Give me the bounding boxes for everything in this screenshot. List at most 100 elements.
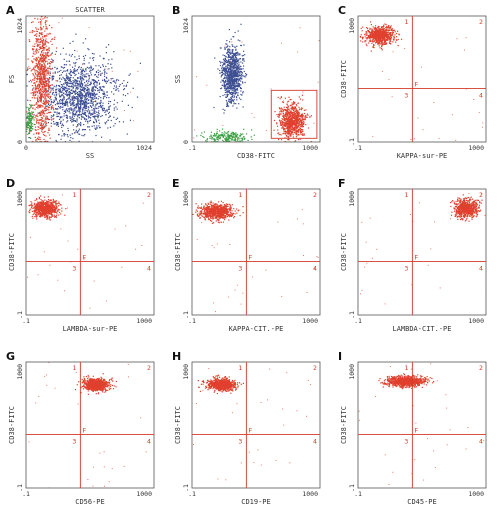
x-tick-max: 1024 — [136, 144, 152, 152]
y-axis-label: CD38-FITC — [8, 406, 16, 444]
quadrant-label: 1 — [238, 191, 242, 199]
data-points — [193, 368, 311, 480]
data-points — [360, 193, 487, 305]
cluster-red — [378, 373, 434, 389]
y-axis-label: CD38-FITC — [340, 406, 348, 444]
quadrant-label: 4 — [313, 437, 317, 445]
cluster-red — [189, 201, 244, 224]
cluster-red — [75, 373, 117, 395]
quadrant-label: 4 — [147, 264, 151, 272]
data-points — [27, 194, 155, 308]
quadrant-label: 1 — [404, 191, 408, 199]
panel-letter: G — [6, 350, 15, 363]
panel-letter: H — [172, 350, 181, 363]
plot-frame — [192, 189, 320, 315]
gate-label: F — [82, 253, 86, 261]
x-axis-label: KAPPA-sur-PE — [397, 152, 448, 160]
y-tick-max: 1000 — [348, 364, 356, 380]
x-tick-max: 1000 — [468, 490, 484, 498]
quadrant-label: 3 — [238, 264, 242, 272]
y-tick-min: .1 — [348, 311, 356, 319]
quadrant-label: 1 — [238, 364, 242, 372]
gate-label: F — [248, 426, 252, 434]
x-tick-max: 1000 — [302, 144, 318, 152]
y-tick-max: 1024 — [16, 18, 24, 34]
gate-label: F — [414, 253, 418, 261]
y-tick-min: .1 — [16, 484, 24, 492]
y-tick-max: 1000 — [16, 364, 24, 380]
gate-label: F — [248, 253, 252, 261]
x-axis-label: KAPPA-CIT.-PE — [229, 325, 284, 333]
background-events — [193, 368, 311, 480]
gate-label: F — [414, 426, 418, 434]
quadrant-label: 2 — [313, 364, 317, 372]
y-tick-max: 1000 — [16, 191, 24, 207]
quadrant-label: 4 — [479, 264, 483, 272]
y-tick-max: 1000 — [348, 18, 356, 34]
x-tick-max: 1000 — [302, 490, 318, 498]
quadrant-label: 3 — [404, 91, 408, 99]
panel-letter: D — [6, 177, 15, 190]
cluster-red — [450, 194, 483, 222]
quadrant-label: 4 — [147, 437, 151, 445]
x-axis-label: SS — [86, 152, 94, 160]
y-axis-label: CD38-FITC — [340, 60, 348, 98]
background-events — [197, 209, 319, 312]
x-tick-max: 1000 — [468, 317, 484, 325]
x-axis-label: LAMBDA-CIT.-PE — [392, 325, 451, 333]
y-tick-min: .1 — [182, 311, 190, 319]
quadrant-label: 4 — [479, 437, 483, 445]
data-points — [29, 362, 147, 488]
x-tick-max: 1000 — [468, 144, 484, 152]
y-axis-label: CD38-FITC — [340, 233, 348, 271]
y-axis-label: CD38-FITC — [8, 233, 16, 271]
quadrant-label: 3 — [404, 264, 408, 272]
panel-letter: I — [338, 350, 342, 363]
data-points — [193, 24, 319, 144]
quadrant-label: 2 — [147, 364, 151, 372]
cluster-blue — [213, 24, 247, 114]
y-axis-label: CD38-FITC — [174, 406, 182, 444]
gate-label: F — [82, 426, 86, 434]
cluster-red — [273, 95, 312, 143]
x-tick-min: .1 — [188, 144, 196, 152]
y-axis-label: CD38-FITC — [174, 233, 182, 271]
quadrant-label: 2 — [479, 18, 483, 26]
quadrant-label: 2 — [147, 191, 151, 199]
quadrant-label: 3 — [404, 437, 408, 445]
panel-letter: E — [172, 177, 180, 190]
quadrant-label: 3 — [238, 437, 242, 445]
y-tick-max: 1000 — [348, 191, 356, 207]
x-tick-max: 1000 — [136, 490, 152, 498]
quadrant-label: 1 — [72, 191, 76, 199]
x-axis-label: CD19-PE — [241, 498, 271, 506]
quadrant-label: 3 — [72, 437, 76, 445]
panel-letter: B — [172, 4, 180, 17]
x-tick-min: 0 — [24, 144, 28, 152]
y-tick-min: .1 — [348, 484, 356, 492]
cluster-red — [28, 195, 66, 220]
x-axis-label: CD56-PE — [75, 498, 105, 506]
quadrant-label: 4 — [479, 91, 483, 99]
quadrant-label: 2 — [479, 364, 483, 372]
quadrant-label: 3 — [72, 264, 76, 272]
quadrant-label: 1 — [404, 18, 408, 26]
quadrant-label: 1 — [72, 364, 76, 372]
x-axis-label: LAMBDA-sur-PE — [63, 325, 118, 333]
quadrant-label: 2 — [479, 191, 483, 199]
x-axis-label: CD38-FITC — [237, 152, 275, 160]
plot-frame — [192, 16, 320, 142]
cluster-red — [198, 375, 244, 395]
y-axis-label: SS — [174, 75, 182, 83]
panel-letter: C — [338, 4, 346, 17]
